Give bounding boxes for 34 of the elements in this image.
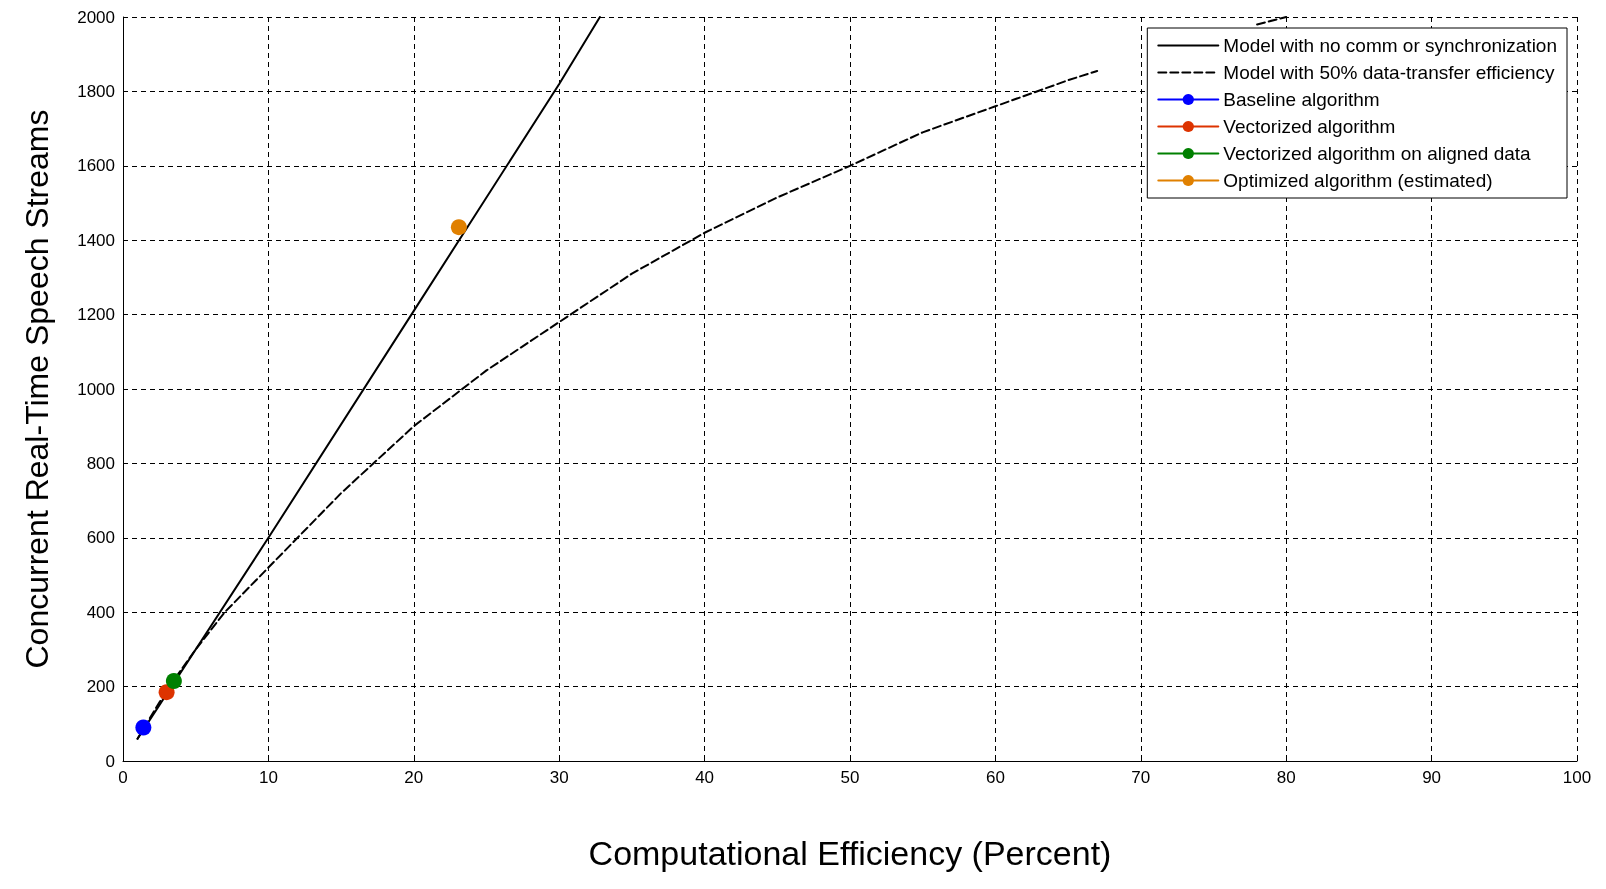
legend-label: Baseline algorithm: [1223, 89, 1380, 110]
legend-label: Model with no comm or synchronization: [1223, 35, 1558, 56]
y-axis-title: Concurrent Real-Time Speech Streams: [19, 109, 55, 669]
y-tick-label: 1400: [77, 230, 115, 250]
point: [135, 719, 152, 736]
x-tick-label: 30: [549, 768, 569, 787]
x-axis-title: Computational Efficiency (Percent): [588, 834, 1112, 872]
x-tick-label: 40: [695, 768, 715, 787]
legend-label: Model with 50% data-transfer efficiency: [1223, 62, 1556, 83]
y-tick-label: 1000: [77, 379, 115, 399]
y-tick-label: 200: [86, 677, 115, 697]
y-tick-label: 400: [86, 602, 115, 622]
y-tick-label: 1800: [77, 81, 115, 101]
x-tick-label: 90: [1422, 768, 1442, 787]
y-tick-label: 800: [86, 453, 115, 473]
x-tick-label: 60: [985, 768, 1005, 787]
x-tick-label: 20: [404, 768, 424, 787]
point: [165, 673, 182, 690]
legend-label: Vectorized algorithm on aligned data: [1223, 143, 1532, 164]
x-tick-label: 0: [118, 768, 128, 787]
x-tick-label: 70: [1131, 768, 1151, 787]
legend-label: Optimized algorithm (estimated): [1223, 170, 1493, 191]
point: [158, 684, 175, 701]
x-tick-label: 100: [1562, 768, 1592, 787]
y-tick-label: 2000: [77, 7, 115, 27]
y-tick-label: 1600: [77, 156, 115, 176]
y-tick-label: 1200: [77, 305, 115, 325]
x-tick-label: 10: [258, 768, 278, 787]
x-tick-label: 50: [840, 768, 860, 787]
legend-label: Vectorized algorithm: [1223, 116, 1396, 137]
point: [450, 219, 467, 236]
y-tick-label: 600: [86, 528, 115, 548]
y-tick-label: 0: [105, 751, 115, 771]
x-tick-label: 80: [1276, 768, 1296, 787]
